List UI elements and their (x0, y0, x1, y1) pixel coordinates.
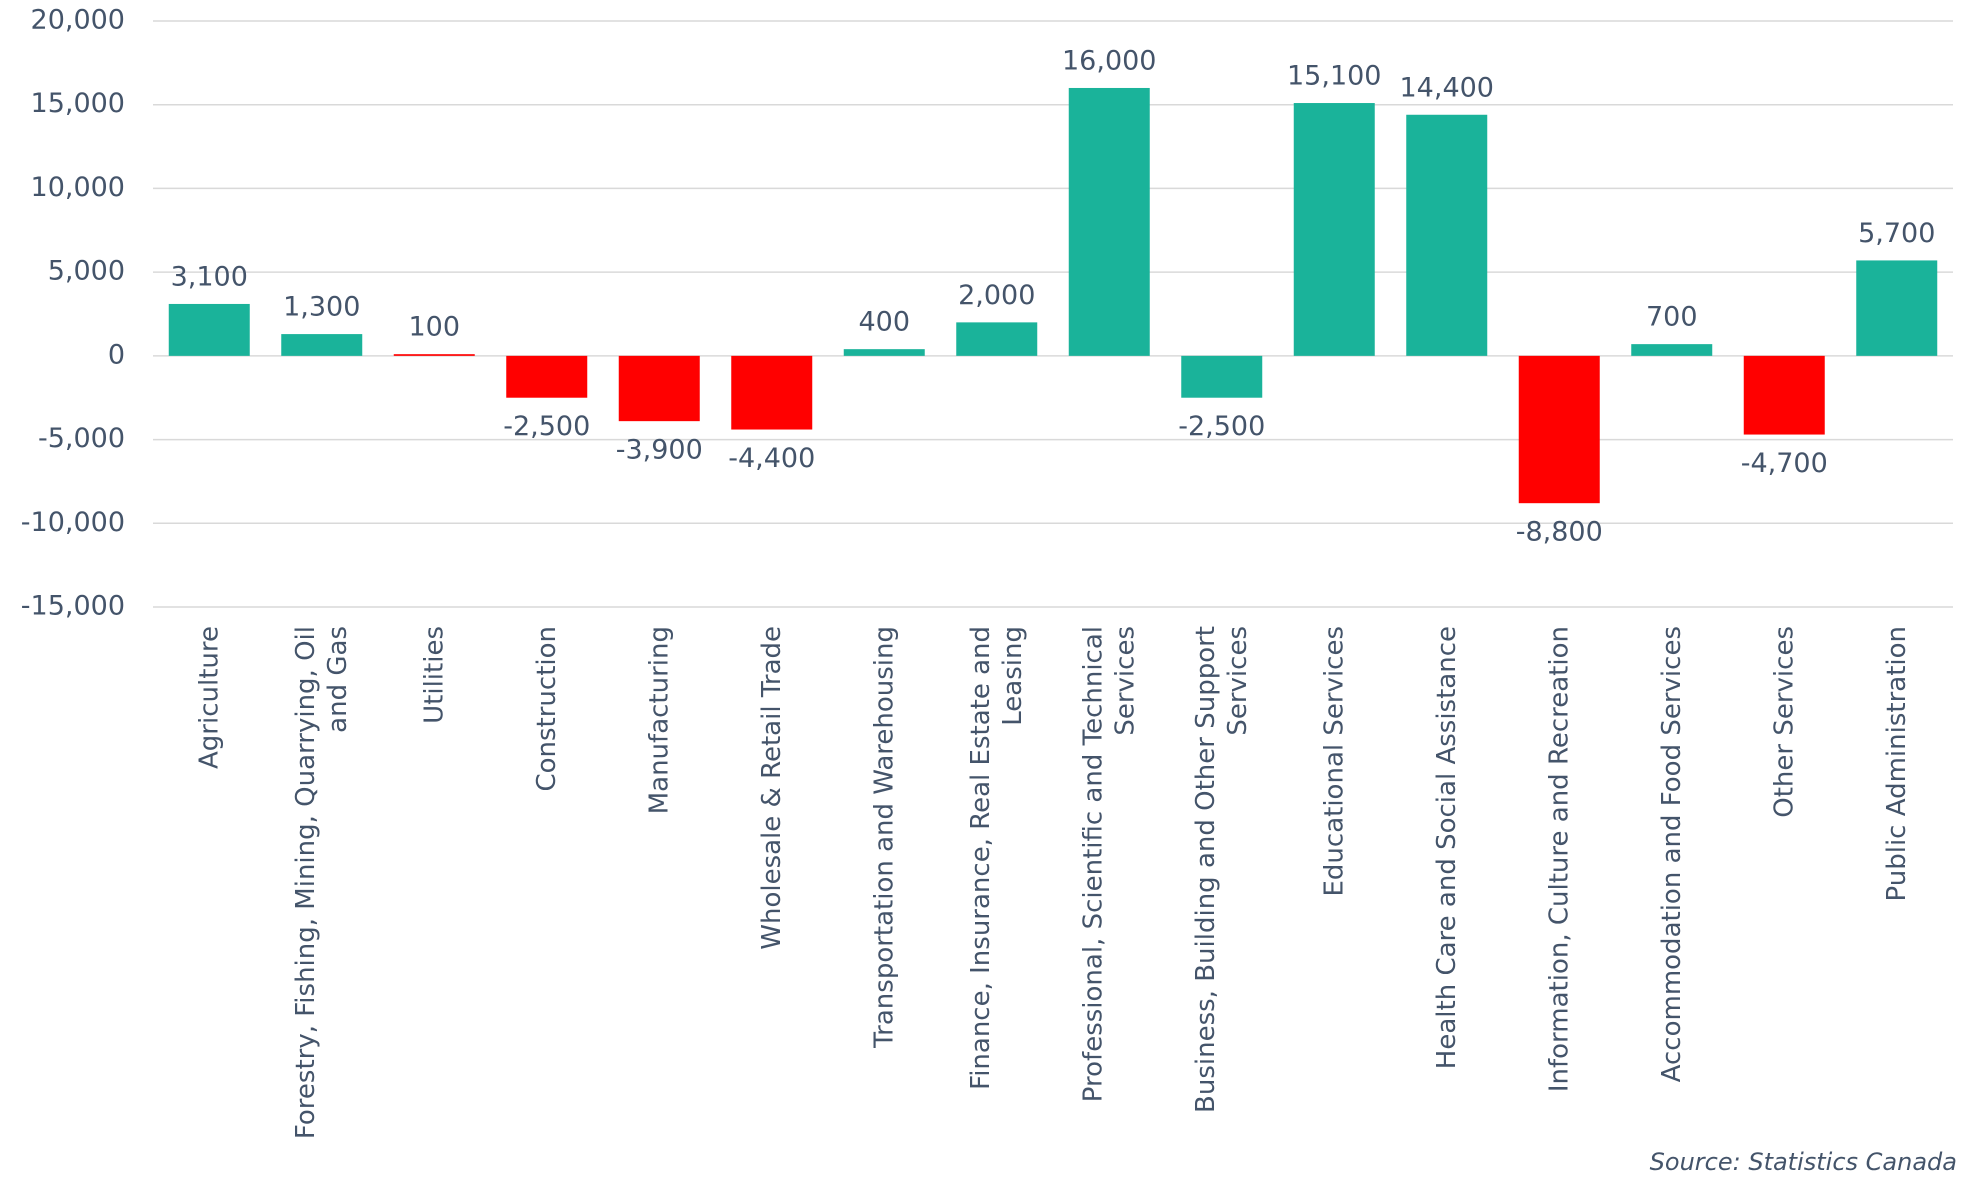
bar (1068, 87, 1150, 356)
y-tick-label: 10,000 (31, 172, 125, 203)
data-label: 5,700 (1858, 218, 1935, 249)
x-tick-label: Public Administration (1881, 626, 1912, 902)
data-label: 2,000 (958, 280, 1035, 311)
bar (618, 355, 700, 422)
source-note: Source: Statistics Canada (1649, 1148, 1957, 1176)
data-label: 15,100 (1287, 61, 1381, 92)
bar (168, 303, 250, 356)
bar (1518, 355, 1600, 504)
x-tick-label: Educational Services (1319, 626, 1350, 897)
bar (281, 334, 363, 356)
x-tick-label: Professional, Scientific and Technical S… (1078, 626, 1141, 1103)
bar (1293, 103, 1375, 356)
data-label: 400 (858, 307, 910, 338)
data-label: 14,400 (1400, 72, 1494, 103)
data-label: -8,800 (1516, 517, 1603, 548)
data-label: 3,100 (171, 261, 248, 292)
bar (956, 322, 1038, 356)
bar (506, 355, 588, 398)
bar (1856, 260, 1938, 356)
bar (1406, 114, 1488, 356)
bar (843, 349, 925, 356)
data-label: 1,300 (283, 292, 360, 323)
x-tick-label: Manufacturing (644, 626, 675, 815)
y-tick-label: -5,000 (38, 423, 125, 454)
x-tick-label: Transportation and Warehousing (869, 626, 900, 1048)
x-tick-label: Wholesale & Retail Trade (756, 626, 787, 950)
y-tick-label: -10,000 (21, 507, 125, 538)
data-label: 16,000 (1062, 45, 1156, 76)
x-tick-label: Information, Culture and Recreation (1544, 626, 1575, 1093)
x-tick-label: Finance, Insurance, Real Estate and Leas… (965, 626, 1028, 1090)
x-tick-label: Health Care and Social Assistance (1431, 626, 1462, 1070)
data-label: -4,400 (728, 443, 815, 474)
data-label: -2,500 (503, 411, 590, 442)
bar (393, 354, 475, 356)
y-tick-label: -15,000 (21, 591, 125, 622)
x-tick-label: Other Services (1769, 626, 1800, 818)
data-label: 100 (408, 312, 460, 343)
x-tick-label: Utilities (419, 626, 450, 724)
x-tick-label: Business, Building and Other Support Ser… (1190, 626, 1253, 1113)
x-tick-label: Construction (531, 626, 562, 792)
y-tick-label: 20,000 (31, 5, 125, 36)
x-tick-label: Agriculture (194, 626, 225, 769)
bar (1181, 355, 1263, 398)
bar (1743, 355, 1825, 435)
x-tick-label: Forestry, Fishing, Mining, Quarrying, Oi… (290, 626, 353, 1140)
data-label: -4,700 (1741, 448, 1828, 479)
data-label: 700 (1646, 302, 1698, 333)
y-tick-label: 0 (108, 339, 125, 370)
data-label: -2,500 (1178, 411, 1265, 442)
x-tick-label: Accommodation and Food Services (1656, 626, 1687, 1083)
y-tick-label: 15,000 (31, 88, 125, 119)
data-label: -3,900 (616, 435, 703, 466)
bar (731, 355, 813, 430)
y-tick-label: 5,000 (48, 256, 125, 287)
bar (1631, 344, 1713, 356)
